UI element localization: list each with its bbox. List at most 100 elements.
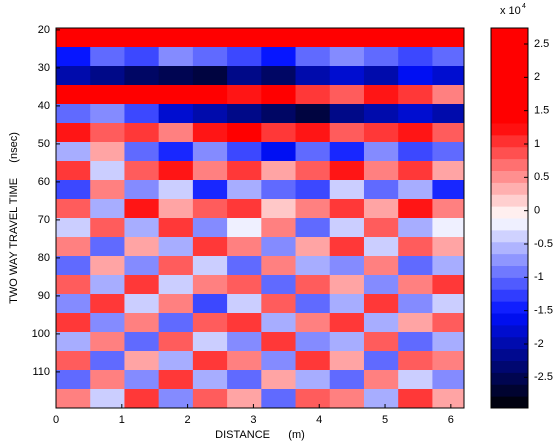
heatmap-cell [192, 256, 228, 276]
heatmap-cell [158, 313, 194, 333]
heatmap-cell [329, 237, 365, 257]
heatmap-cell [363, 28, 399, 48]
heatmap-cell [227, 85, 262, 105]
heatmap-cell [158, 66, 194, 86]
colorbar-band [491, 229, 528, 243]
heatmap-cell [329, 66, 365, 86]
heatmap-cell [90, 332, 125, 352]
heatmap-cell [295, 370, 331, 390]
heatmap-cell [192, 66, 228, 86]
heatmap-cell [56, 256, 91, 276]
heatmap-cell [90, 47, 125, 67]
heatmap-cell [227, 180, 262, 200]
y-tick-label: 50 [38, 138, 50, 150]
heatmap-cell [192, 199, 228, 219]
heatmap-cell [90, 85, 125, 105]
heatmap-cell [192, 142, 228, 162]
heatmap-cell [124, 66, 160, 86]
heatmap-cell [363, 275, 399, 295]
heatmap-cell [227, 351, 262, 371]
heatmap-cell [227, 256, 262, 276]
heatmap-cell [124, 351, 160, 371]
heatmap-cell [227, 66, 262, 86]
y-tick-label: 80 [38, 252, 50, 264]
heatmap-cell [363, 142, 399, 162]
heatmap-cell [261, 104, 297, 124]
heatmap-cell [158, 161, 194, 181]
y-tick-label: 100 [32, 328, 50, 340]
heatmap-cell [295, 275, 331, 295]
heatmap-cell [295, 47, 331, 67]
heatmap-cell [295, 389, 331, 409]
heatmap-cell [192, 275, 228, 295]
colorbar-band [491, 336, 528, 350]
colorbar-band [491, 182, 528, 195]
heatmap-cell [261, 161, 297, 181]
heatmap-cell [398, 85, 433, 105]
heatmap-cell [398, 123, 433, 143]
heatmap-cell [363, 389, 399, 409]
heatmap-cell [124, 161, 160, 181]
heatmap-cell [227, 370, 262, 390]
heatmap-cell [227, 28, 262, 48]
heatmap-cell [227, 123, 262, 143]
heatmap-cell [124, 389, 160, 409]
heatmap-cell [295, 28, 331, 48]
heatmap-cell [398, 237, 433, 257]
heatmap-cell [158, 370, 194, 390]
heatmap-cell [56, 142, 91, 162]
y-axis-label: TWO WAY TRAVEL TIME (nsec) [8, 132, 20, 304]
heatmap-cell [56, 85, 91, 105]
heatmap-cell [56, 66, 91, 86]
heatmap-cell [261, 351, 297, 371]
y-tick-label: 30 [38, 62, 50, 74]
x-tick-label: 0 [53, 414, 59, 426]
heatmap-cell [432, 332, 465, 352]
heatmap-cell [432, 123, 465, 143]
heatmap-cell [329, 294, 365, 314]
colorbar-band [491, 146, 528, 160]
heatmap-cell [158, 275, 194, 295]
colorbar-band [491, 87, 528, 100]
heatmap-cell [124, 47, 160, 67]
colorbar-band [491, 360, 528, 373]
heatmap-cell [227, 389, 262, 409]
y-tick-label: 70 [38, 214, 50, 226]
heatmap-cell [124, 237, 160, 257]
heatmap-cell [227, 294, 262, 314]
heatmap-cell [295, 142, 331, 162]
heatmap-cell [261, 28, 297, 48]
heatmap-cell [329, 351, 365, 371]
heatmap-cell [124, 142, 160, 162]
heatmap-cell [56, 180, 91, 200]
heatmap-cell [158, 294, 194, 314]
heatmap-cell [158, 47, 194, 67]
colorbar-multiplier: x 10 [500, 5, 521, 17]
heatmap-cell [398, 47, 433, 67]
heatmap-cell [398, 275, 433, 295]
heatmap-cell [432, 218, 465, 238]
heatmap-cell [398, 370, 433, 390]
heatmap-cell [363, 180, 399, 200]
heatmap-cell [363, 256, 399, 276]
heatmap-cell [192, 180, 228, 200]
heatmap-cell [261, 123, 297, 143]
heatmap-cell [90, 199, 125, 219]
heatmap-cell [124, 256, 160, 276]
heatmap-cell [363, 66, 399, 86]
colorbar-band [491, 51, 528, 65]
heatmap-cell [432, 370, 465, 390]
heatmap-cell [432, 199, 465, 219]
heatmap-cell [227, 332, 262, 352]
heatmap-cell [56, 313, 91, 333]
heatmap-cell [90, 104, 125, 124]
heatmap-cell [295, 66, 331, 86]
colorbar-band [491, 324, 528, 338]
heatmap-cell [158, 256, 194, 276]
heatmap-cell [90, 313, 125, 333]
heatmap-cell [329, 28, 365, 48]
heatmap-cell [329, 332, 365, 352]
heatmap-cell [363, 351, 399, 371]
heatmap-cell [363, 47, 399, 67]
y-tick-label: 20 [38, 24, 50, 36]
